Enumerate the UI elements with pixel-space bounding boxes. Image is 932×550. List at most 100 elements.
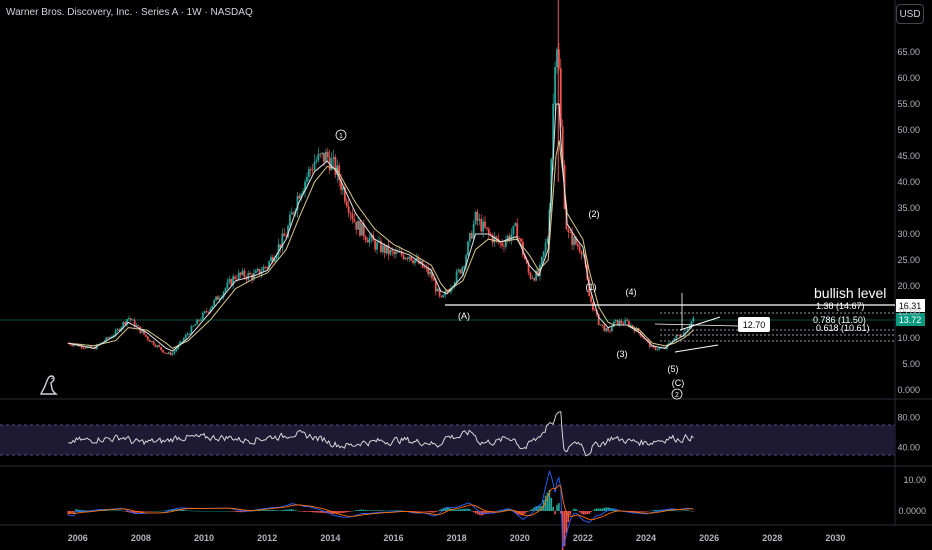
macd-histogram-bar (291, 509, 293, 511)
macd-histogram-bar (412, 511, 414, 512)
macd-histogram-bar (266, 510, 268, 511)
candle-body (684, 332, 687, 333)
macd-histogram-bar (654, 510, 657, 511)
candle-body (266, 267, 269, 268)
time-tick-label: 2022 (573, 533, 593, 543)
macd-histogram-bar (141, 511, 143, 512)
macd-histogram-bar (609, 507, 611, 511)
candle-body (404, 257, 407, 260)
macd-histogram-bar (190, 510, 193, 512)
candle-body (540, 256, 543, 265)
macd-histogram-bar (482, 511, 484, 515)
candle-body (304, 181, 306, 191)
candle-body (306, 176, 308, 182)
macd-histogram-bar (650, 510, 653, 512)
macd-histogram-bar (584, 511, 587, 515)
macd-histogram-bar (321, 511, 323, 513)
candle-body (317, 153, 320, 161)
macd-histogram-bar (374, 510, 376, 511)
candle-body (239, 272, 242, 275)
macd-histogram-bar (652, 510, 655, 511)
macd-histogram-bar (78, 509, 81, 511)
currency-button[interactable]: USD (896, 4, 924, 24)
candle-body (463, 266, 466, 268)
macd-histogram-bar (171, 509, 174, 511)
macd-histogram-bar (147, 511, 149, 512)
macd-histogram-bar (599, 508, 602, 511)
macd-histogram-bar (300, 511, 303, 512)
candle-body (423, 267, 426, 269)
candle-body (296, 195, 299, 211)
candle-body (82, 347, 85, 349)
macd-histogram-bar (194, 510, 197, 512)
candle-body (270, 257, 272, 262)
macd-histogram-bar (167, 509, 170, 511)
macd-histogram-bar (308, 511, 310, 512)
candle-body (135, 325, 138, 327)
candle-body (355, 221, 358, 230)
macd-histogram-bar (595, 508, 598, 511)
time-tick-label: 2012 (257, 533, 277, 543)
candle-body (171, 353, 174, 355)
macd-histogram-bar (256, 510, 259, 511)
rsi-line (68, 411, 694, 457)
candle-body (603, 325, 606, 332)
macd-histogram-bar (577, 510, 579, 511)
macd-histogram-bar (207, 510, 210, 512)
candle-body (455, 271, 458, 283)
candle-body (228, 279, 231, 283)
time-axis[interactable]: 2006 2008 2010 2012 2014 2016 2018 2020 2022 2024… (68, 533, 846, 543)
macd-histogram-bar (184, 510, 187, 511)
candle-body (351, 213, 354, 220)
bullish-price-tag (896, 299, 925, 312)
candle-body (683, 332, 685, 337)
macd-histogram-bar (139, 511, 142, 513)
candle-body (484, 221, 486, 228)
candle-body (510, 234, 513, 241)
candle-body (215, 296, 217, 301)
candle-body (192, 325, 195, 327)
candle-body (128, 318, 130, 320)
macd-histogram-bar (474, 511, 477, 514)
fib-label-3: 0.618 (10.61) (816, 323, 870, 333)
candle-body (389, 249, 392, 255)
macd-histogram-bar (230, 511, 233, 512)
candle-body (169, 352, 172, 355)
candle-body (226, 282, 229, 289)
macd-histogram-bar (203, 510, 206, 512)
macd-histogram-bar (523, 511, 526, 514)
candle-body (143, 330, 145, 335)
macd-histogram-bar (359, 509, 361, 511)
tradingview-logo-icon[interactable] (38, 374, 58, 398)
macd-histogram-bar (645, 511, 647, 512)
candle-body (474, 211, 477, 225)
macd-histogram-bar (419, 511, 422, 512)
time-tick-label: 2010 (194, 533, 214, 543)
candle-body (345, 201, 348, 207)
candle-body (364, 236, 367, 241)
time-tick-label: 2018 (447, 533, 467, 543)
macd-histogram-bar (275, 510, 278, 511)
macd-histogram-bar (107, 510, 109, 512)
candle-body (129, 318, 132, 321)
macd-histogram-bar (681, 510, 683, 512)
price-axis[interactable]: 65.00 60.00 55.00 50.00 45.00 40.00 35.00 30.00… (897, 47, 926, 516)
candle-body (393, 251, 396, 255)
macd-histogram-bar (226, 510, 229, 512)
price-tick-label: 0.000 (897, 385, 920, 395)
candle-body (503, 245, 505, 247)
candle-body (92, 347, 94, 349)
time-tick-label: 2006 (68, 533, 88, 543)
macd-histogram-bar (315, 511, 318, 513)
candle-body (332, 157, 335, 160)
price-tick-label: 10.00 (897, 333, 920, 343)
macd-histogram-bar (154, 510, 157, 512)
candle-body (279, 244, 282, 248)
price-tick-label: 15.00 (897, 307, 920, 317)
macd-histogram-bar (631, 511, 634, 512)
candle-body (658, 347, 661, 350)
candle-body (688, 326, 691, 329)
candle-body (268, 261, 270, 268)
macd-histogram-bar (573, 508, 575, 511)
